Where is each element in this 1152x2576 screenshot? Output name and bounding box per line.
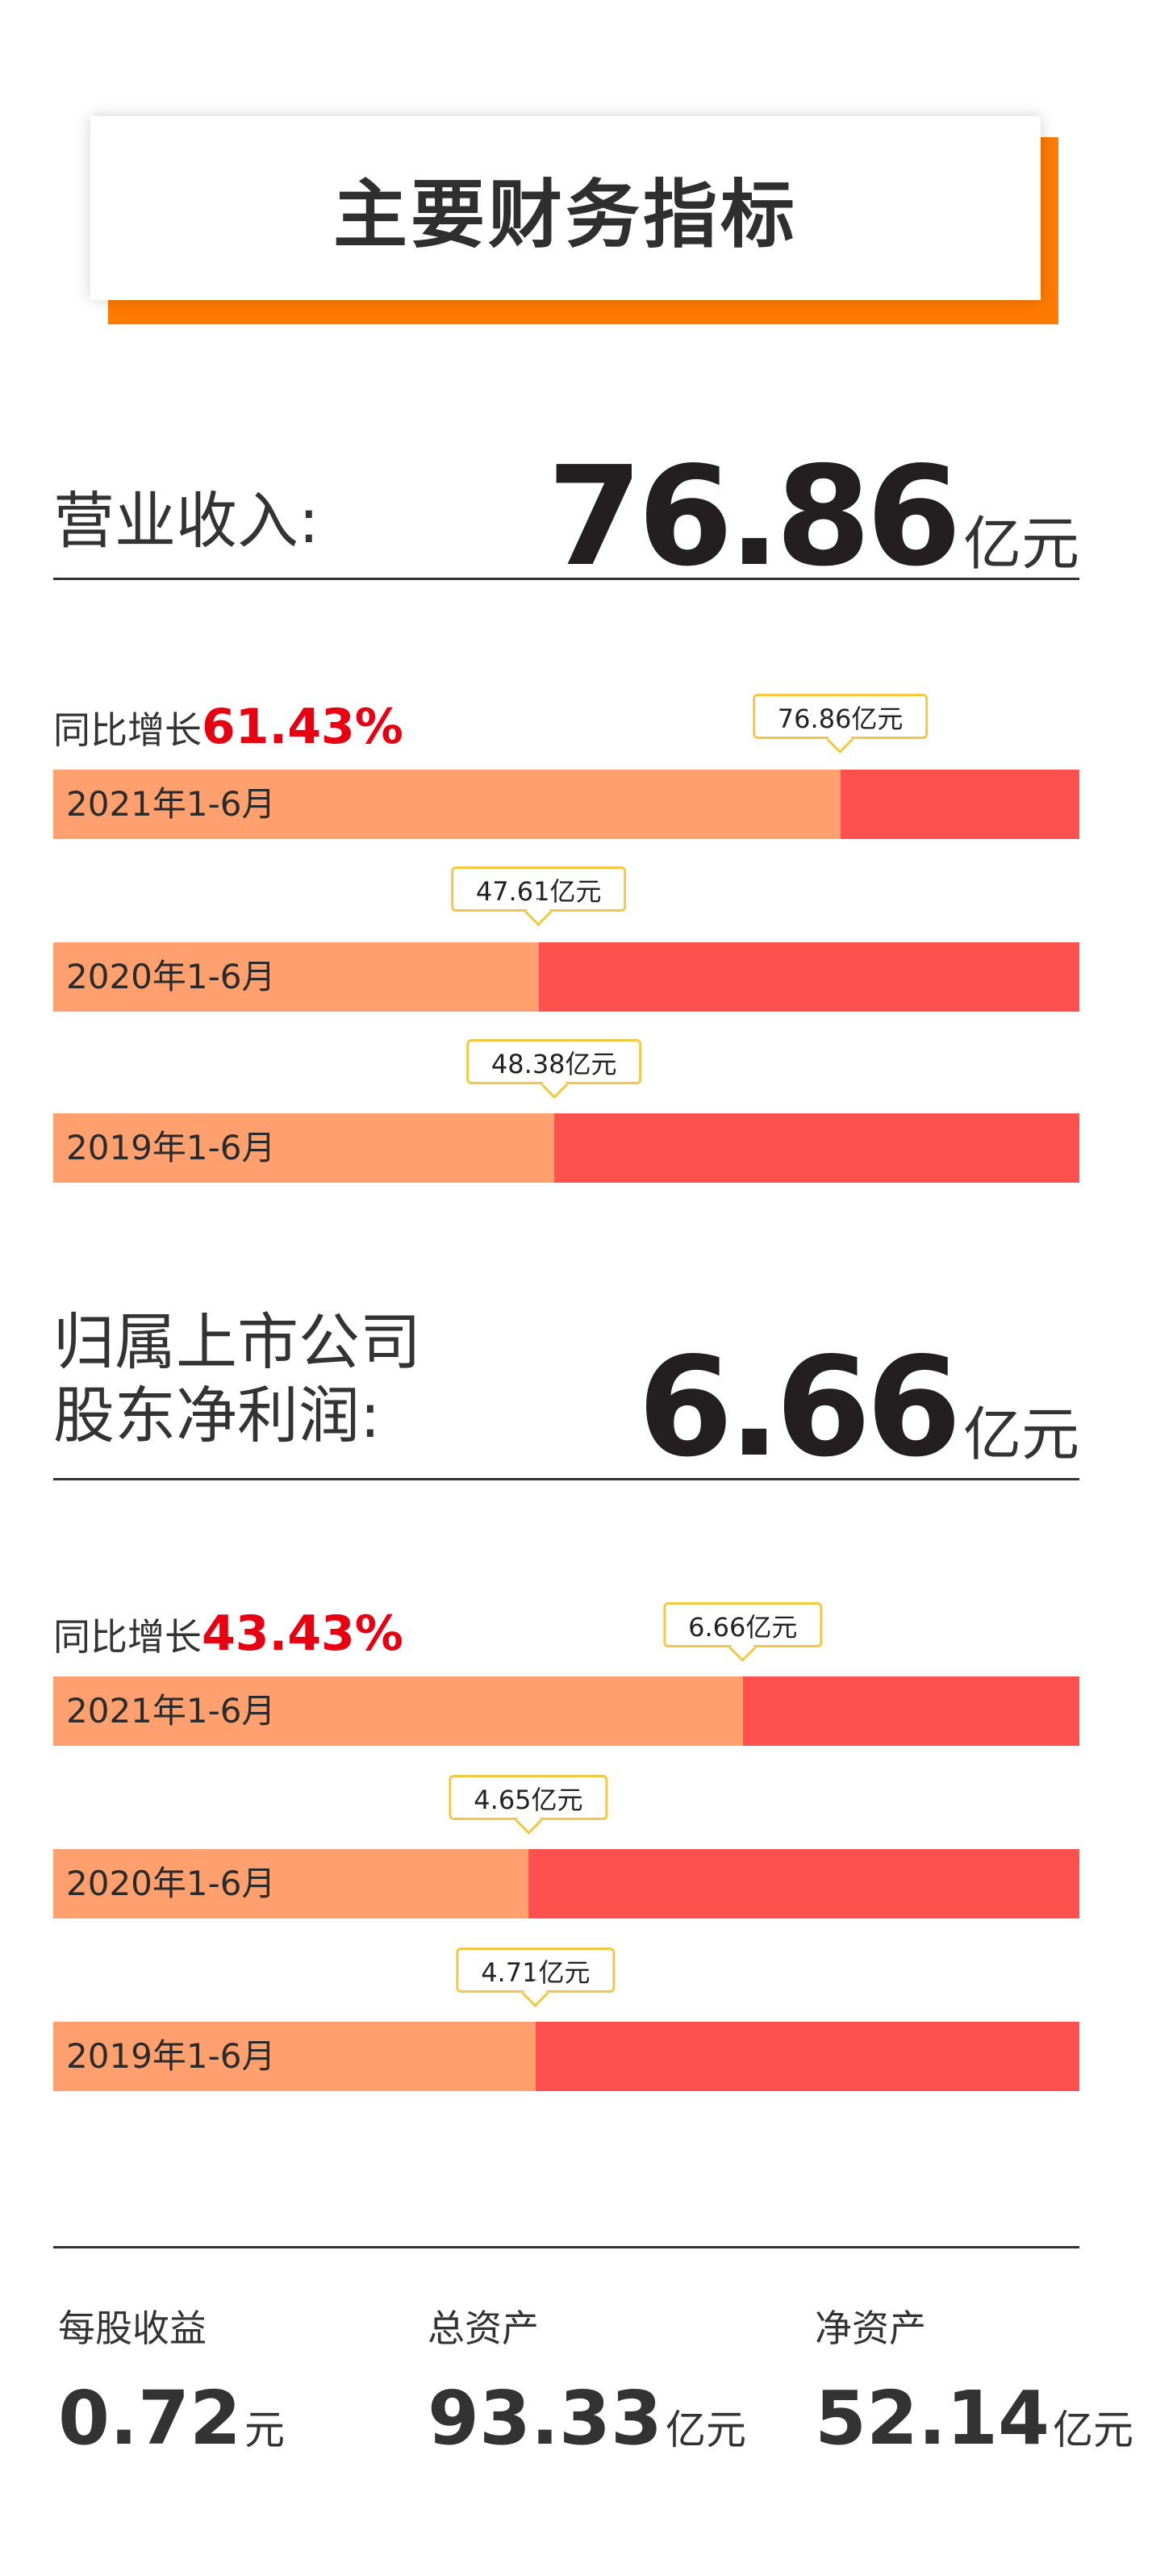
revenue-bar-label-2019: 2019年1-6月 xyxy=(66,1128,276,1167)
stat-net-assets-unit: 亿元 xyxy=(1053,2407,1134,2453)
revenue-unit: 亿元 xyxy=(962,510,1079,578)
revenue-label: 营业收入: xyxy=(53,485,319,557)
profit-callout-2020: 4.65亿元 xyxy=(449,1775,608,1820)
profit-callout-2021: 6.66亿元 xyxy=(663,1602,823,1647)
revenue-growth-label: 同比增长 xyxy=(53,708,202,752)
stat-total-assets-value: 93.33 xyxy=(428,2375,663,2461)
profit-bar-label-2020: 2020年1-6月 xyxy=(66,1864,276,1903)
revenue-growth-value: 61.43% xyxy=(202,699,403,755)
profit-callout-2019: 4.71亿元 xyxy=(456,1948,616,1993)
revenue-header: 营业收入: 76.86 亿元 xyxy=(53,436,1079,586)
stat-eps-unit: 元 xyxy=(244,2407,285,2453)
profit-bar-fill-2020 xyxy=(53,1849,528,1918)
profit-bar-label-2019: 2019年1-6月 xyxy=(66,2036,276,2076)
profit-label: 归属上市公司 股东净利润: xyxy=(53,1306,421,1452)
revenue-bar-fill-2019 xyxy=(53,1113,554,1183)
revenue-growth: 同比增长 61.43% xyxy=(53,699,403,755)
profit-growth-value: 43.43% xyxy=(202,1605,403,1662)
title-card: 主要财务指标 xyxy=(90,116,1041,300)
profit-header: 归属上市公司 股东净利润: 6.66 亿元 xyxy=(53,1299,1079,1480)
stat-eps-row: 0.72 元 xyxy=(58,2375,285,2461)
revenue-bar-fill-2020 xyxy=(53,942,539,1012)
profit-bar-row-2019: 2019年1-6月 xyxy=(53,2022,1079,2091)
profit-bar-label-2021: 2021年1-6月 xyxy=(66,1691,276,1731)
page-title: 主要财务指标 xyxy=(332,171,798,258)
revenue-bar-label-2021: 2021年1-6月 xyxy=(66,784,276,824)
profit-bar-row-2021: 2021年1-6月 xyxy=(53,1676,1079,1746)
stat-net-assets-label: 净资产 xyxy=(815,2307,926,2350)
stats-divider xyxy=(53,2246,1079,2248)
stat-net-assets-value: 52.14 xyxy=(815,2375,1050,2461)
profit-value: 6.66 xyxy=(637,1328,962,1488)
stat-eps-label: 每股收益 xyxy=(58,2307,207,2350)
stat-net-assets-row: 52.14 亿元 xyxy=(815,2375,1133,2461)
revenue-bar-row-2020: 2020年1-6月 xyxy=(53,942,1079,1012)
revenue-bar-label-2020: 2020年1-6月 xyxy=(66,957,276,996)
revenue-bar-row-2019: 2019年1-6月 xyxy=(53,1113,1079,1183)
revenue-bar-row-2021: 2021年1-6月 xyxy=(53,770,1079,839)
stat-eps: 每股收益 0.72 元 xyxy=(58,2299,285,2461)
profit-unit: 亿元 xyxy=(962,1401,1079,1468)
stat-eps-value: 0.72 xyxy=(58,2375,241,2461)
stat-total-assets-row: 93.33 亿元 xyxy=(428,2375,746,2461)
revenue-callout-2021: 76.86亿元 xyxy=(752,694,929,739)
revenue-callout-2019: 48.38亿元 xyxy=(465,1039,642,1084)
stat-total-assets-unit: 亿元 xyxy=(666,2407,747,2453)
revenue-callout-2020: 47.61亿元 xyxy=(450,866,627,912)
revenue-bar-fill-2021 xyxy=(53,770,841,839)
profit-bar-fill-2021 xyxy=(53,1676,743,1746)
profit-value-group: 6.66 亿元 xyxy=(638,1339,1079,1476)
profit-bar-fill-2019 xyxy=(53,2022,536,2091)
revenue-value-group: 76.86 亿元 xyxy=(547,449,1079,586)
profit-growth: 同比增长 43.43% xyxy=(53,1605,403,1662)
profit-growth-label: 同比增长 xyxy=(53,1615,202,1659)
stat-net-assets: 净资产 52.14 亿元 xyxy=(815,2299,1133,2461)
stat-total-assets-label: 总资产 xyxy=(428,2307,539,2350)
stat-total-assets: 总资产 93.33 亿元 xyxy=(428,2299,746,2461)
profit-bar-row-2020: 2020年1-6月 xyxy=(53,1849,1079,1918)
revenue-value: 76.86 xyxy=(547,437,962,597)
